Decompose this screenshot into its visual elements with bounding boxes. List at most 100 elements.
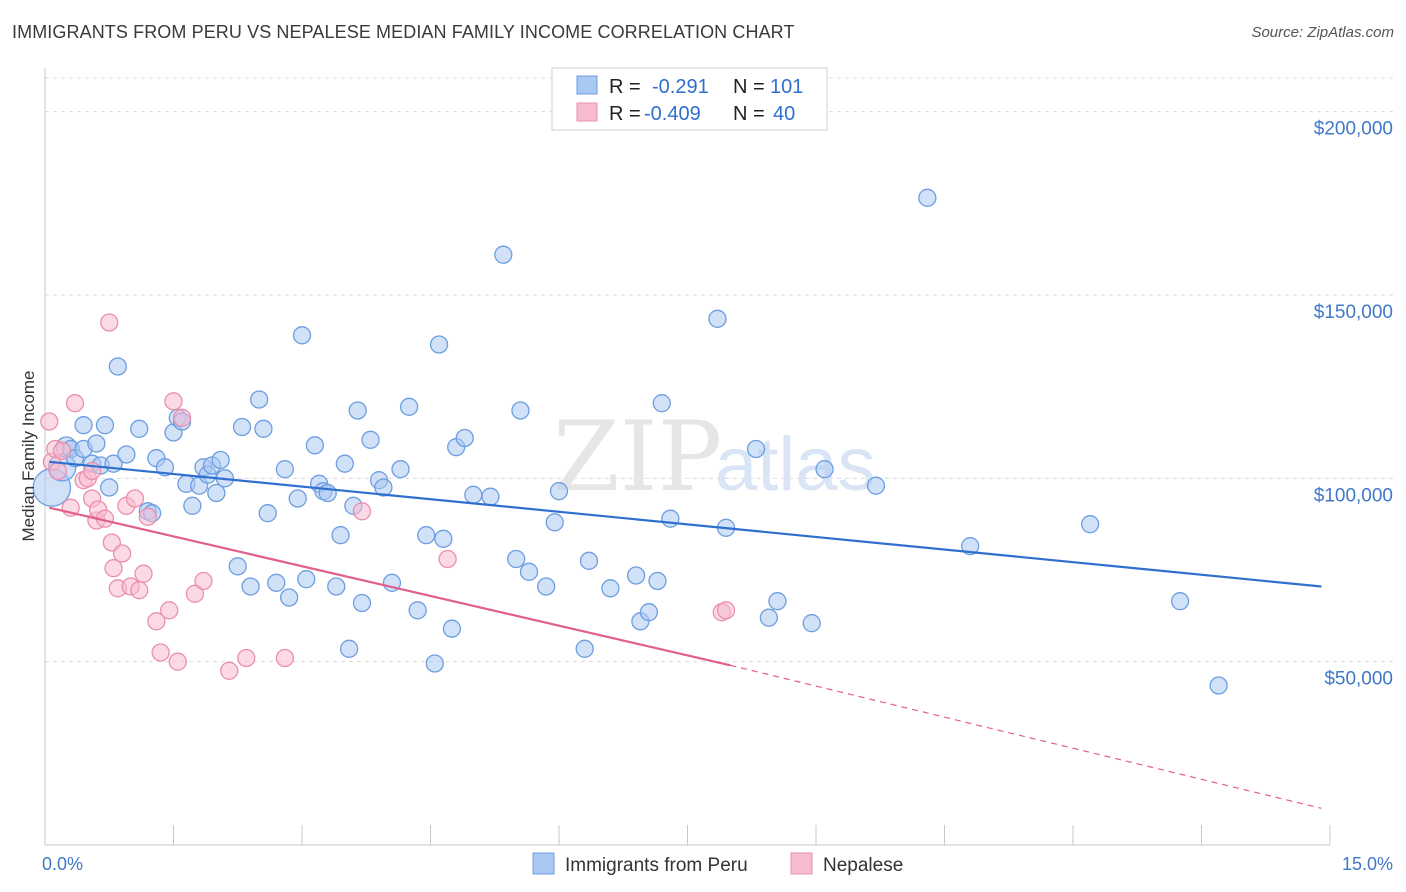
data-point-peru xyxy=(318,483,337,503)
stats-r-value-nepal: -0.409 xyxy=(644,103,701,125)
data-point-peru xyxy=(442,619,462,638)
stats-r-label-nepal: R = xyxy=(609,103,641,125)
data-point-peru xyxy=(455,428,474,448)
data-point-peru xyxy=(425,654,444,673)
data-point-peru xyxy=(74,416,93,435)
tick-labels: $50,000 $100,000 $150,000 $200,000 0.0% 15.0% xyxy=(42,119,1393,874)
data-point-nepal xyxy=(220,661,239,680)
data-point-nepal xyxy=(164,392,183,411)
data-point-nepal xyxy=(138,507,157,526)
data-point-peru xyxy=(746,439,766,459)
legend: Immigrants from Peru Nepalese xyxy=(532,852,903,876)
stats-r-label-peru: R = xyxy=(609,76,641,98)
data-point-nepal xyxy=(194,571,213,591)
data-point-peru xyxy=(305,436,325,455)
data-point-peru xyxy=(601,579,620,598)
data-point-nepal xyxy=(147,612,166,631)
data-point-peru xyxy=(348,401,367,420)
data-point-peru xyxy=(1080,515,1100,534)
data-point-peru xyxy=(519,562,539,581)
data-point-peru xyxy=(768,592,787,611)
data-point-peru xyxy=(207,483,226,503)
x-tick-label: 15.0% xyxy=(1342,854,1393,874)
data-point-peru xyxy=(575,639,594,658)
data-point-peru xyxy=(866,476,886,495)
data-point-nepal xyxy=(275,648,295,668)
data-point-peru xyxy=(361,430,380,449)
trend-line-peru xyxy=(49,460,1322,588)
data-point-peru xyxy=(434,529,453,548)
legend-swatch-nepal xyxy=(790,852,813,875)
watermark-zip: ZIP xyxy=(553,401,722,513)
data-point-peru xyxy=(429,335,449,354)
watermark-atlas: atlas xyxy=(715,422,876,507)
data-point-peru xyxy=(708,309,727,328)
data-point-peru xyxy=(250,390,269,409)
stats-legend-box: R = -0.291 N = 101 R = -0.409 N = 40 xyxy=(551,67,828,131)
data-point-peru xyxy=(408,601,427,620)
data-point-peru xyxy=(417,526,436,545)
data-point-peru xyxy=(579,551,599,570)
data-point-peru xyxy=(95,416,115,435)
legend-label-nepal: Nepalese xyxy=(823,855,903,876)
stats-n-label-peru: N = xyxy=(733,76,765,98)
trend-lines xyxy=(49,460,1322,809)
data-point-peru xyxy=(279,588,299,607)
data-point-nepal xyxy=(237,648,256,668)
data-point-peru xyxy=(292,326,312,345)
data-point-nepal xyxy=(100,313,119,332)
data-point-nepal xyxy=(185,584,205,603)
data-point-nepal xyxy=(352,502,372,521)
data-point-peru xyxy=(626,566,646,585)
data-point-peru xyxy=(494,245,513,264)
data-point-peru xyxy=(352,593,372,613)
data-point-peru xyxy=(258,504,277,523)
data-point-peru xyxy=(117,445,136,464)
chart-source: Source: ZipAtlas.com xyxy=(1251,24,1394,41)
data-point-nepal xyxy=(104,559,123,578)
data-point-peru xyxy=(254,419,273,438)
stats-r-value-peru: -0.291 xyxy=(652,76,709,98)
data-point-peru xyxy=(108,357,127,376)
data-point-nepal xyxy=(172,408,192,427)
data-point-peru xyxy=(507,549,526,569)
data-point-nepal xyxy=(40,412,59,431)
data-point-peru xyxy=(374,478,393,497)
legend-label-peru: Immigrants from Peru xyxy=(565,855,748,876)
data-point-peru xyxy=(100,478,119,497)
data-point-nepal xyxy=(48,461,67,481)
data-point-peru xyxy=(391,460,410,479)
y-tick-label: $50,000 xyxy=(1324,669,1393,690)
data-point-peru xyxy=(511,401,530,420)
x-tick-label: 0.0% xyxy=(42,854,83,874)
data-point-peru xyxy=(335,454,354,473)
trend-line-nepal-extension xyxy=(730,664,1322,809)
data-point-peru xyxy=(327,577,346,596)
data-point-peru xyxy=(464,485,483,504)
data-point-peru xyxy=(241,577,260,596)
data-point-peru xyxy=(87,434,106,453)
legend-swatch-peru xyxy=(532,852,555,875)
data-point-peru xyxy=(639,603,659,622)
data-point-peru xyxy=(297,570,316,589)
data-point-peru xyxy=(211,450,230,470)
data-point-peru xyxy=(481,487,500,506)
data-point-nepal xyxy=(151,643,170,662)
stats-n-value-nepal: 40 xyxy=(773,103,795,125)
data-point-nepal xyxy=(134,564,153,583)
data-point-peru xyxy=(232,417,252,437)
data-point-nepal xyxy=(160,601,179,620)
data-point-nepal xyxy=(125,489,145,508)
data-point-peru xyxy=(130,419,149,438)
data-point-peru xyxy=(661,509,680,528)
data-point-peru xyxy=(331,526,350,545)
y-tick-label: $200,000 xyxy=(1314,119,1393,140)
data-point-peru xyxy=(228,557,247,576)
data-point-nepal xyxy=(130,581,149,600)
data-point-peru xyxy=(1209,676,1228,695)
data-point-peru xyxy=(339,639,359,658)
data-point-peru xyxy=(288,489,307,508)
data-point-peru xyxy=(652,394,671,413)
data-point-nepal xyxy=(168,652,187,671)
